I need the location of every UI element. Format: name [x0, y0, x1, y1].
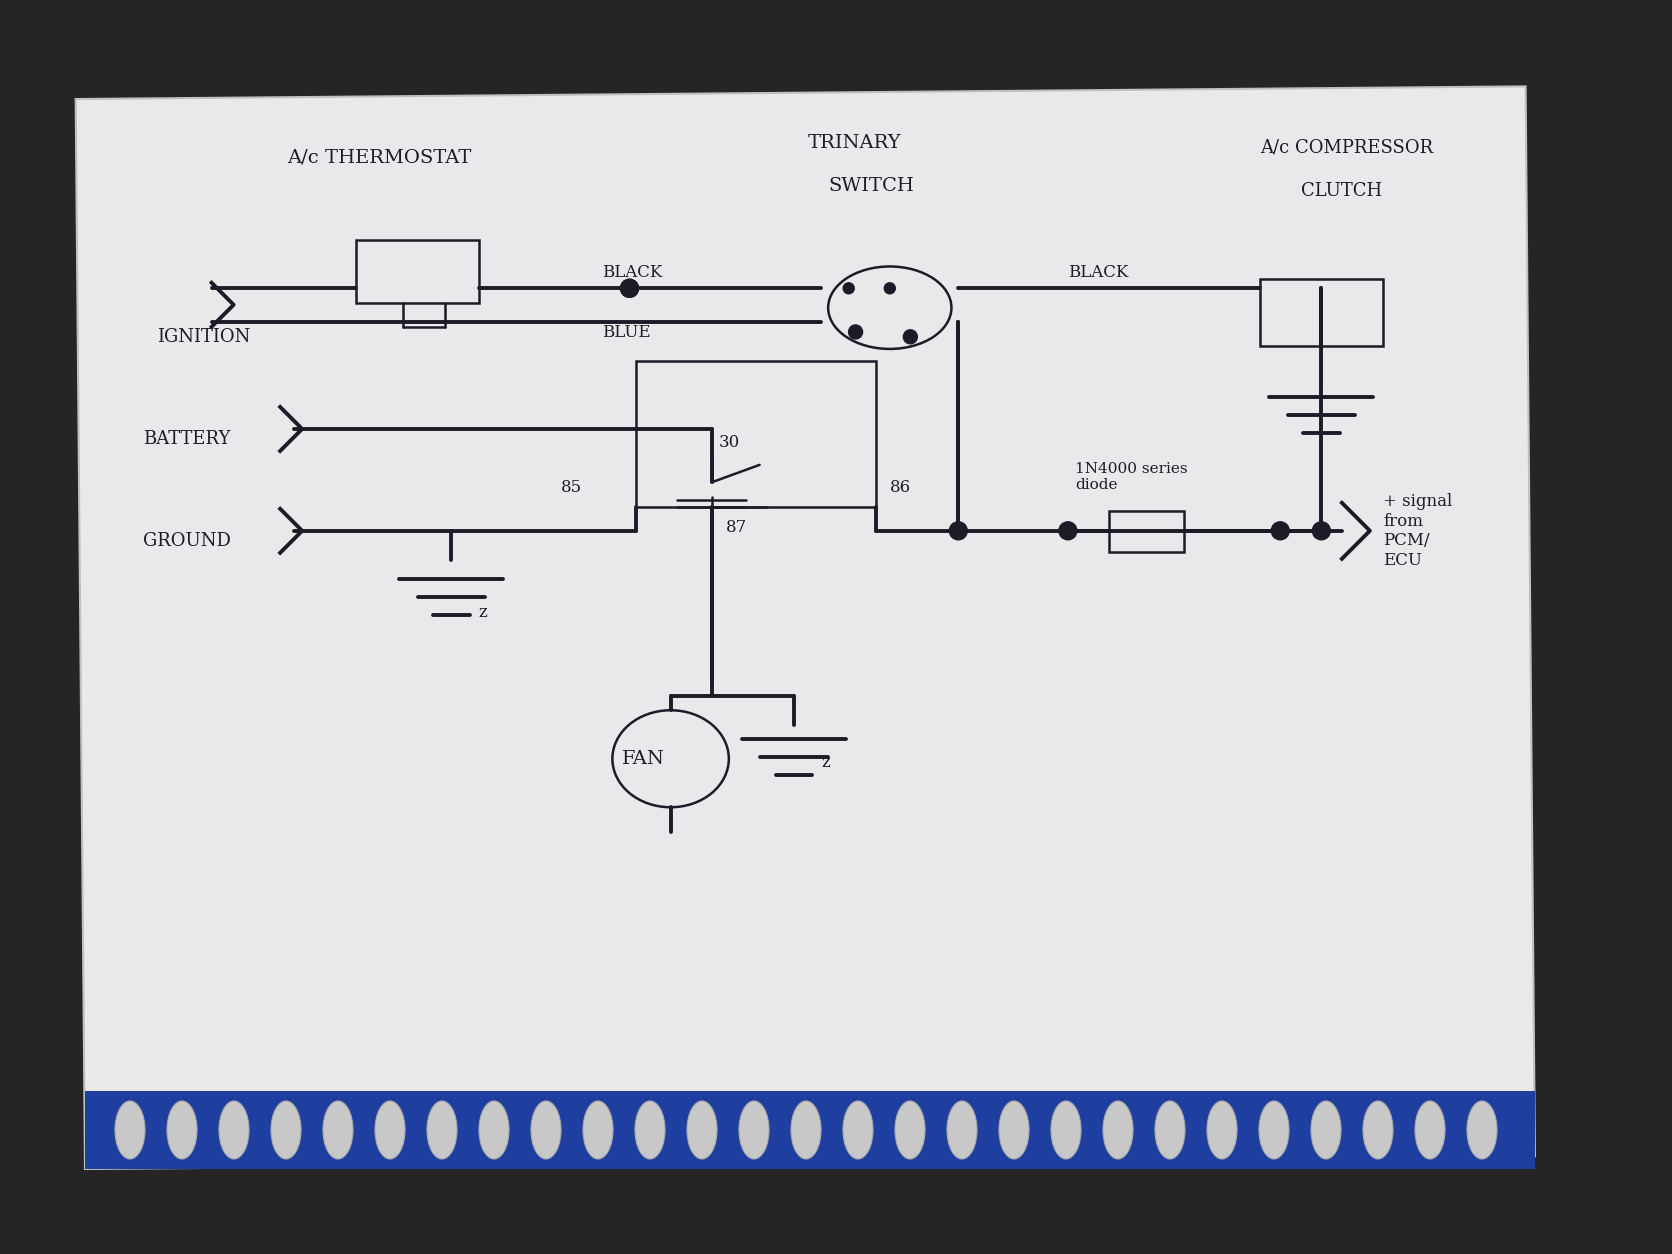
- Text: SWITCH: SWITCH: [828, 178, 915, 196]
- Ellipse shape: [843, 1101, 873, 1159]
- Ellipse shape: [375, 1101, 405, 1159]
- Ellipse shape: [532, 1101, 562, 1159]
- Circle shape: [903, 330, 918, 344]
- Ellipse shape: [1207, 1101, 1237, 1159]
- Text: IGNITION: IGNITION: [157, 329, 251, 346]
- Text: FAN: FAN: [622, 750, 665, 767]
- Ellipse shape: [1259, 1101, 1289, 1159]
- Circle shape: [950, 522, 968, 539]
- Bar: [637, 361, 876, 507]
- Circle shape: [620, 280, 639, 297]
- Ellipse shape: [739, 1101, 769, 1159]
- Ellipse shape: [635, 1101, 665, 1159]
- Circle shape: [1313, 522, 1331, 539]
- Bar: [1259, 278, 1383, 346]
- Ellipse shape: [1363, 1101, 1393, 1159]
- Circle shape: [1271, 522, 1289, 539]
- Ellipse shape: [115, 1101, 145, 1159]
- Ellipse shape: [1155, 1101, 1185, 1159]
- Ellipse shape: [1311, 1101, 1341, 1159]
- Ellipse shape: [1052, 1101, 1082, 1159]
- Bar: [85, 1091, 1535, 1169]
- Text: z: z: [821, 754, 829, 771]
- Text: BLACK: BLACK: [602, 263, 662, 281]
- Text: A/c COMPRESSOR: A/c COMPRESSOR: [1259, 139, 1433, 157]
- Circle shape: [849, 325, 863, 339]
- Text: A/c THERMOSTAT: A/c THERMOSTAT: [288, 148, 472, 167]
- Text: BLUE: BLUE: [602, 325, 650, 341]
- Bar: [1109, 512, 1184, 552]
- Circle shape: [620, 280, 639, 297]
- Text: z: z: [478, 603, 488, 621]
- Text: CLUTCH: CLUTCH: [1301, 182, 1383, 201]
- Bar: [75, 87, 1535, 1169]
- Ellipse shape: [1104, 1101, 1134, 1159]
- Text: BATTERY: BATTERY: [144, 430, 231, 448]
- Text: 87: 87: [726, 519, 747, 537]
- Ellipse shape: [426, 1101, 456, 1159]
- Ellipse shape: [1466, 1101, 1496, 1159]
- Text: GROUND: GROUND: [144, 532, 231, 549]
- Ellipse shape: [998, 1101, 1028, 1159]
- Ellipse shape: [271, 1101, 301, 1159]
- Text: + signal
from
PCM/
ECU: + signal from PCM/ ECU: [1383, 493, 1453, 569]
- Ellipse shape: [946, 1101, 976, 1159]
- Ellipse shape: [687, 1101, 717, 1159]
- Ellipse shape: [791, 1101, 821, 1159]
- Ellipse shape: [167, 1101, 197, 1159]
- Bar: [356, 240, 478, 303]
- Text: 1N4000 series
diode: 1N4000 series diode: [1075, 461, 1187, 492]
- Ellipse shape: [1415, 1101, 1445, 1159]
- Ellipse shape: [219, 1101, 249, 1159]
- Circle shape: [884, 283, 895, 293]
- Ellipse shape: [584, 1101, 614, 1159]
- Text: 30: 30: [719, 434, 739, 451]
- Text: 86: 86: [890, 479, 911, 495]
- Circle shape: [843, 283, 854, 293]
- Ellipse shape: [323, 1101, 353, 1159]
- Text: TRINARY: TRINARY: [808, 134, 901, 152]
- Ellipse shape: [478, 1101, 508, 1159]
- Ellipse shape: [895, 1101, 925, 1159]
- Text: BLACK: BLACK: [1068, 263, 1129, 281]
- Circle shape: [1058, 522, 1077, 539]
- Text: 85: 85: [562, 479, 582, 495]
